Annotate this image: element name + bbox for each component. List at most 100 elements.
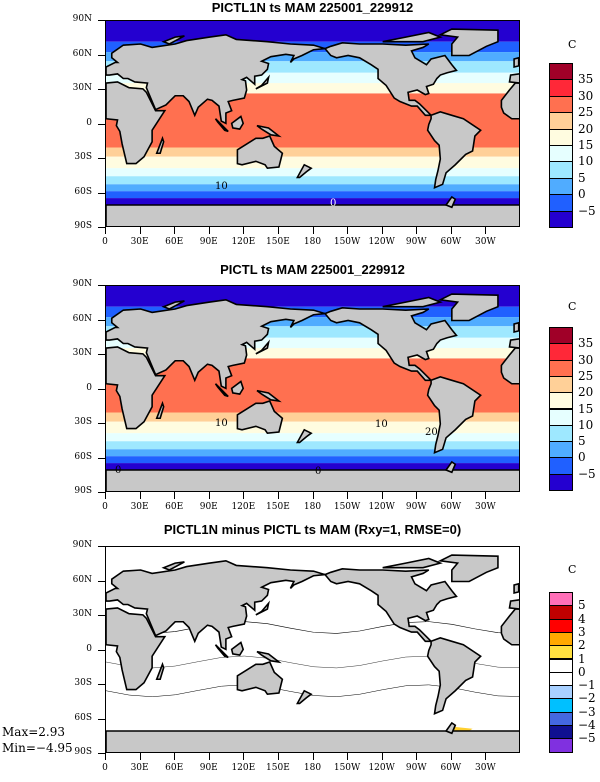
temperature-band bbox=[106, 72, 519, 84]
colorbar-box bbox=[549, 145, 573, 163]
colorbar-label: 35 bbox=[578, 336, 594, 351]
colorbar-label: 25 bbox=[578, 105, 594, 120]
tick-mark bbox=[139, 227, 141, 234]
land-mass bbox=[323, 307, 458, 382]
land-mass bbox=[106, 346, 167, 430]
lon-label: 30W bbox=[475, 763, 496, 773]
land-mass bbox=[323, 42, 458, 117]
tick-mark bbox=[277, 227, 279, 234]
land-mass bbox=[500, 82, 519, 120]
colorbar-box bbox=[549, 645, 573, 660]
tick-mark bbox=[98, 54, 105, 56]
map-canvas bbox=[106, 554, 519, 752]
contour-label: 10 bbox=[215, 181, 228, 192]
panel-title: PICTL1N ts MAM 225001_229912 bbox=[211, 0, 414, 15]
panel-title: PICTL ts MAM 225001_229912 bbox=[220, 262, 405, 277]
tick-mark bbox=[208, 227, 210, 234]
land-mass bbox=[513, 321, 519, 334]
tick-mark bbox=[485, 227, 487, 234]
temperature-band bbox=[106, 412, 519, 422]
colorbar-label: 0 bbox=[578, 187, 586, 202]
contour-line bbox=[106, 621, 519, 634]
land-mass bbox=[236, 400, 284, 435]
tick-mark bbox=[98, 89, 105, 90]
land-mass bbox=[214, 383, 229, 398]
colorbar-label: 0 bbox=[578, 664, 586, 679]
colorbar-box bbox=[549, 408, 573, 426]
colorbar-box bbox=[549, 327, 573, 345]
land-mass bbox=[256, 124, 282, 138]
lon-label: 60W bbox=[440, 763, 462, 773]
lat-label: 60S bbox=[74, 186, 92, 197]
land-mass bbox=[106, 33, 326, 125]
colorbar-label: 2 bbox=[578, 638, 586, 653]
lon-label: 30W bbox=[475, 502, 496, 512]
land-mass bbox=[230, 115, 245, 130]
colorbar-box bbox=[549, 685, 573, 700]
lat-label: 0 bbox=[86, 382, 92, 393]
land-mass bbox=[106, 559, 326, 651]
colorbar-label: 5 bbox=[578, 170, 586, 185]
tick-mark bbox=[381, 227, 383, 234]
tick-mark bbox=[277, 492, 279, 499]
contour-label: 0 bbox=[315, 466, 322, 477]
lat-label: 30N bbox=[72, 83, 92, 93]
lat-label: 30S bbox=[74, 417, 92, 427]
lat-label: 0 bbox=[86, 117, 92, 128]
lon-label: 150W bbox=[333, 502, 361, 512]
land-mass bbox=[230, 380, 245, 395]
map-plot-1 bbox=[105, 20, 520, 227]
tick-mark bbox=[277, 753, 279, 760]
lon-label: 180 bbox=[303, 763, 322, 773]
tick-mark bbox=[243, 492, 245, 499]
lon-label: 0 bbox=[102, 763, 108, 773]
tick-mark bbox=[98, 123, 105, 125]
lon-label: 90E bbox=[199, 763, 218, 773]
tick-mark bbox=[347, 753, 349, 760]
tick-mark bbox=[98, 457, 105, 459]
land-mass bbox=[230, 641, 245, 656]
temperature-band bbox=[106, 168, 519, 177]
map-plot-3 bbox=[105, 546, 520, 753]
land-mass bbox=[236, 661, 284, 696]
colorbar-label: 10 bbox=[578, 154, 594, 169]
temperature-band bbox=[106, 176, 519, 185]
colorbar-box bbox=[549, 210, 573, 228]
tick-mark bbox=[98, 684, 105, 685]
lon-label: 30E bbox=[130, 237, 149, 247]
tick-mark bbox=[98, 388, 105, 390]
colorbar-box bbox=[549, 441, 573, 459]
colorbar-label: 30 bbox=[578, 352, 594, 367]
temperature-band bbox=[106, 326, 519, 338]
lat-label: 90S bbox=[74, 486, 92, 496]
colorbar-box bbox=[549, 725, 573, 740]
tick-mark bbox=[416, 492, 418, 499]
tick-mark bbox=[98, 718, 105, 720]
tick-mark bbox=[98, 615, 105, 616]
temperature-band bbox=[106, 156, 519, 169]
lon-label: 150E bbox=[266, 237, 290, 247]
temperature-band bbox=[106, 337, 519, 349]
tick-mark bbox=[312, 753, 314, 760]
lat-label: 30N bbox=[72, 348, 92, 358]
lon-label: 180 bbox=[303, 502, 322, 512]
colorbar-box bbox=[549, 424, 573, 443]
lat-label: 30S bbox=[74, 678, 92, 688]
land-mass bbox=[296, 689, 313, 705]
temperature-band bbox=[106, 441, 519, 450]
land-mass bbox=[426, 376, 482, 455]
colorbar-box bbox=[549, 63, 573, 81]
land-mass bbox=[444, 721, 457, 735]
colorbar-label: −5 bbox=[578, 731, 596, 746]
colorbar-label: −4 bbox=[578, 718, 596, 732]
lon-label: 150W bbox=[333, 237, 361, 247]
tick-mark bbox=[381, 753, 383, 760]
lat-label: 90N bbox=[72, 540, 92, 550]
map-canvas bbox=[106, 21, 519, 226]
colorbar-unit: C bbox=[568, 300, 577, 313]
colorbar-box bbox=[549, 161, 573, 179]
lon-label: 120E bbox=[231, 237, 256, 247]
max-stat: Max=2.93 bbox=[2, 725, 65, 739]
land-mass bbox=[437, 554, 499, 583]
contour-label: 20 bbox=[425, 427, 438, 438]
